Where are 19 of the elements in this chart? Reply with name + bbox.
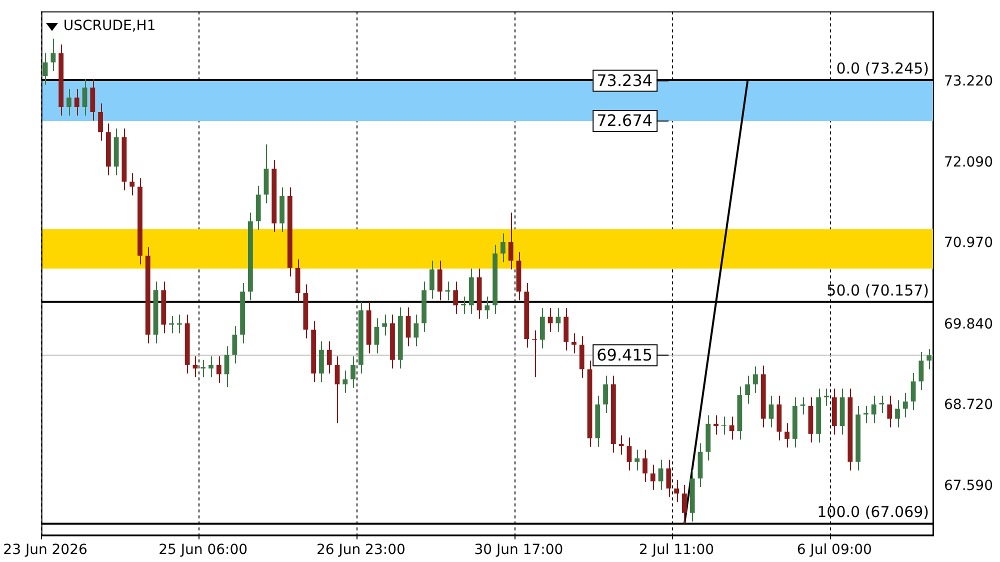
ref-line-label: 0.0 (73.245): [836, 59, 930, 78]
x-tick-label: 2 Jul 11:00: [639, 542, 714, 558]
y-tick-label: 70.970: [944, 235, 994, 252]
y-tick-label: 72.090: [944, 154, 994, 171]
x-tick-label: 23 Jun 2026: [3, 542, 88, 558]
y-tick-label: 73.220: [944, 73, 994, 90]
annotation: 73.234: [596, 70, 653, 90]
ref-line-label: 50.0 (70.157): [826, 281, 930, 300]
ref-line-label: 100.0 (67.069): [817, 503, 930, 522]
annotation: 72.674: [596, 111, 653, 130]
text: USCRUDE,H1: [63, 18, 156, 34]
y-tick-label: 68.720: [944, 396, 994, 413]
x-tick-label: 30 Jun 17:00: [474, 542, 564, 558]
y-tick-label: 69.840: [944, 316, 994, 332]
annotation: 69.415: [596, 345, 653, 364]
x-tick-label: 25 Jun 06:00: [158, 542, 248, 558]
x-tick-label: 6 Jul 09:00: [796, 542, 872, 558]
x-tick-label: 26 Jun 23:00: [316, 542, 406, 558]
y-tick-label: 67.590: [944, 478, 994, 494]
